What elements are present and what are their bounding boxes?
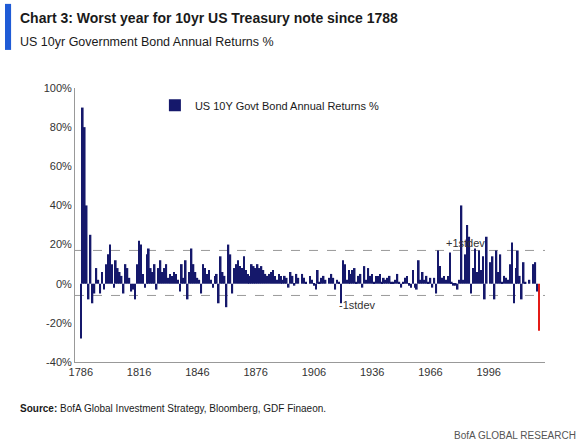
svg-text:1906: 1906 xyxy=(302,366,326,378)
svg-text:1936: 1936 xyxy=(360,366,384,378)
svg-text:US 10yr Government Bond Annual: US 10yr Government Bond Annual Returns % xyxy=(20,35,274,49)
svg-text:Source: BofA Global Investment: Source: BofA Global Investment Strategy,… xyxy=(20,403,326,414)
svg-text:1876: 1876 xyxy=(243,366,267,378)
svg-text:US 10Y Govt Bond Annual Return: US 10Y Govt Bond Annual Returns % xyxy=(195,100,379,112)
svg-text:-40%: -40% xyxy=(46,356,72,368)
svg-text:-20%: -20% xyxy=(46,317,72,329)
svg-text:60%: 60% xyxy=(50,160,72,172)
svg-text:1816: 1816 xyxy=(127,366,151,378)
svg-text:0%: 0% xyxy=(56,278,72,290)
svg-text:100%: 100% xyxy=(44,82,72,94)
svg-text:1966: 1966 xyxy=(418,366,442,378)
svg-text:-1stdev: -1stdev xyxy=(339,299,376,311)
svg-text:80%: 80% xyxy=(50,121,72,133)
svg-text:20%: 20% xyxy=(50,238,72,250)
svg-text:1846: 1846 xyxy=(185,366,209,378)
svg-text:40%: 40% xyxy=(50,199,72,211)
svg-text:Chart 3: Worst year for 10yr U: Chart 3: Worst year for 10yr US Treasury… xyxy=(20,10,398,26)
svg-text:1786: 1786 xyxy=(69,366,93,378)
svg-text:1996: 1996 xyxy=(476,366,500,378)
svg-text:+1stdev: +1stdev xyxy=(446,237,485,249)
svg-text:BofA GLOBAL RESEARCH: BofA GLOBAL RESEARCH xyxy=(454,430,576,441)
